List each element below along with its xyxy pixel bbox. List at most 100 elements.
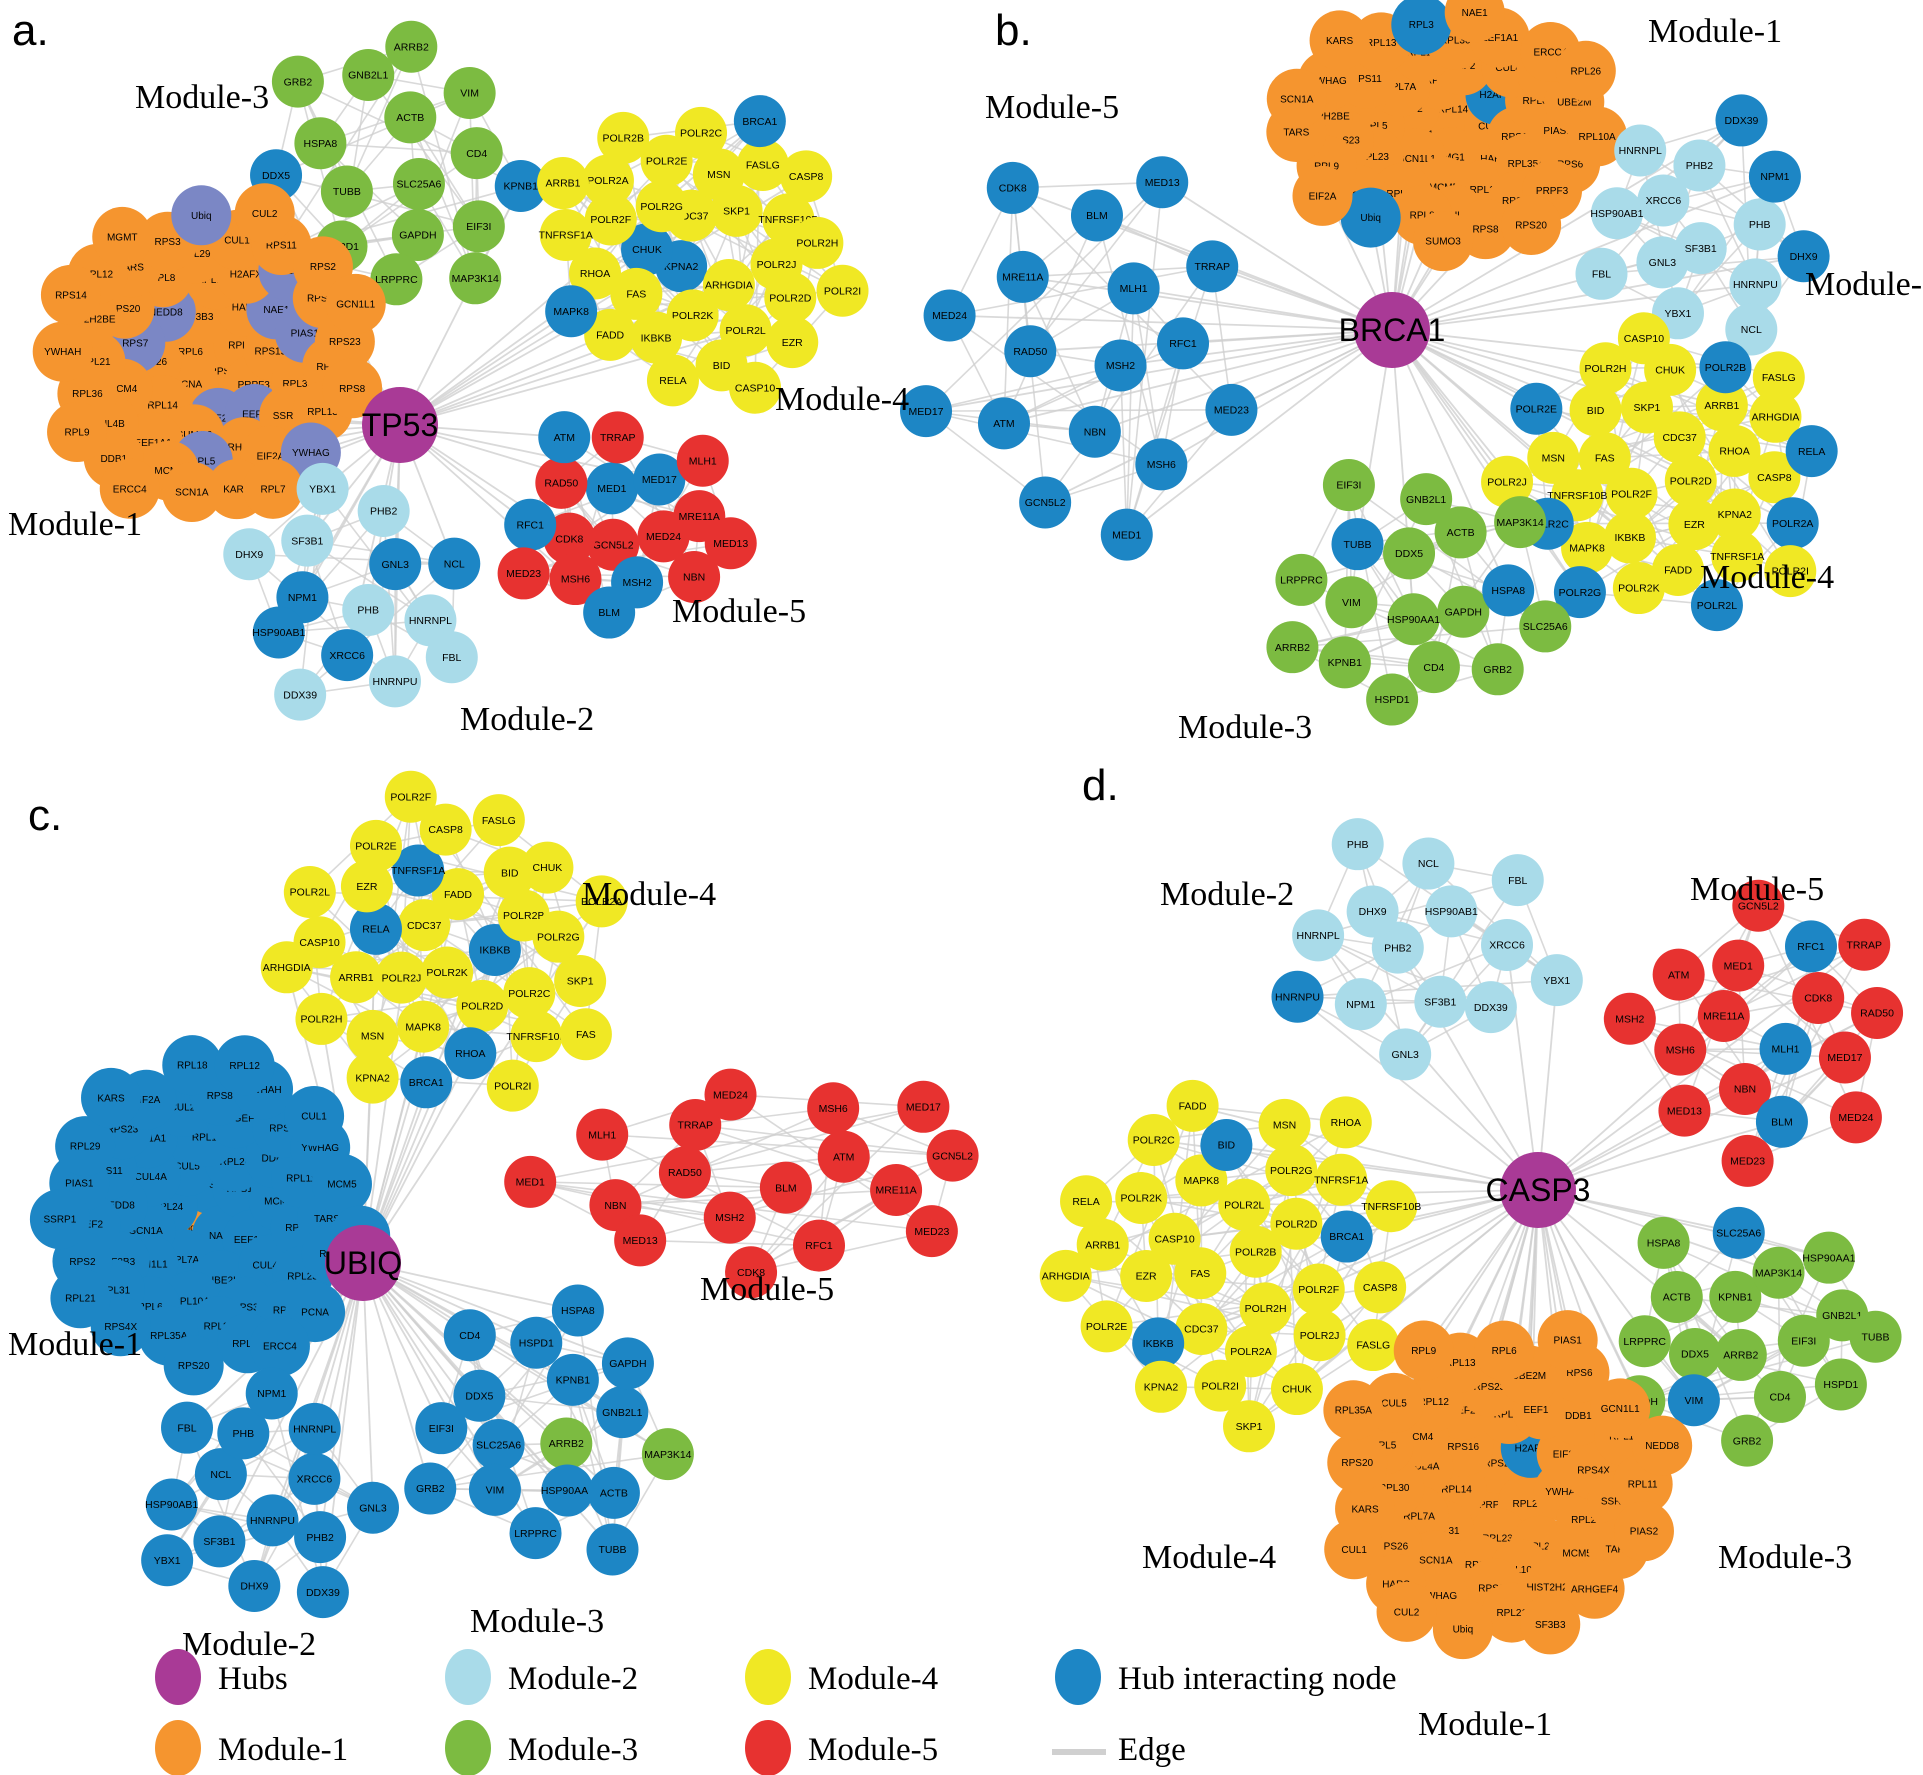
node-arrb1[interactable]: ARRB1 bbox=[1695, 379, 1748, 432]
node-grb2[interactable]: GRB2 bbox=[404, 1462, 457, 1515]
node-msh6[interactable]: MSH6 bbox=[1654, 1023, 1707, 1076]
node-msn[interactable]: MSN bbox=[346, 1009, 399, 1062]
node-msh2[interactable]: MSH2 bbox=[1094, 339, 1147, 392]
node-gcn5l2[interactable]: GCN5L2 bbox=[926, 1129, 979, 1182]
node-polr2g[interactable]: POLR2G bbox=[532, 910, 585, 963]
node-blm[interactable]: BLM bbox=[759, 1161, 812, 1214]
node-gnl3[interactable]: GNL3 bbox=[346, 1481, 399, 1534]
node-phb[interactable]: PHB bbox=[1331, 818, 1384, 871]
node-polr2b[interactable]: POLR2B bbox=[1699, 341, 1752, 394]
node-arrb2[interactable]: ARRB2 bbox=[1266, 621, 1319, 674]
node-rfc1[interactable]: RFC1 bbox=[793, 1219, 846, 1272]
node-polr2h[interactable]: POLR2H bbox=[791, 216, 844, 269]
node-rhoa[interactable]: RHOA bbox=[1319, 1096, 1372, 1149]
node-rpl12[interactable]: RPL12 bbox=[214, 1035, 275, 1096]
node-polr2c[interactable]: POLR2C bbox=[1127, 1113, 1180, 1166]
node-polr2b[interactable]: POLR2B bbox=[1229, 1225, 1282, 1278]
node-polr2l[interactable]: POLR2L bbox=[283, 866, 336, 919]
node-ikbkb[interactable]: IKBKB bbox=[468, 923, 521, 976]
node-hsp90ab1[interactable]: HSP90AB1 bbox=[252, 606, 305, 659]
node-ncl[interactable]: NCL bbox=[428, 537, 481, 590]
node-hnrnpl[interactable]: HNRNPL bbox=[1292, 909, 1345, 962]
node-sf3b1[interactable]: SF3B1 bbox=[193, 1515, 246, 1568]
node-rad50[interactable]: RAD50 bbox=[658, 1146, 711, 1199]
node-rps8[interactable]: RPS8 bbox=[322, 358, 383, 419]
node-scn1a[interactable]: SCN1A bbox=[1266, 68, 1327, 129]
node-npm1[interactable]: NPM1 bbox=[1334, 978, 1387, 1031]
node-grb2[interactable]: GRB2 bbox=[1471, 643, 1524, 696]
node-pias1[interactable]: PIAS1 bbox=[1537, 1310, 1598, 1371]
hub-tp53[interactable]: TP53 bbox=[362, 387, 438, 463]
node-chuk[interactable]: CHUK bbox=[521, 841, 574, 894]
node-ezr[interactable]: EZR bbox=[340, 860, 393, 913]
node-slc25a6[interactable]: SLC25A6 bbox=[1519, 600, 1572, 653]
node-hsp90ab1[interactable]: HSP90AB1 bbox=[145, 1478, 198, 1531]
node-atm[interactable]: ATM bbox=[1652, 948, 1705, 1001]
node-hnrnpu[interactable]: HNRNPU bbox=[1271, 970, 1324, 1023]
node-polr2a[interactable]: POLR2A bbox=[575, 875, 628, 928]
node-ddx5[interactable]: DDX5 bbox=[1383, 527, 1436, 580]
node-mlh1[interactable]: MLH1 bbox=[1107, 262, 1160, 315]
node-fbl[interactable]: FBL bbox=[425, 631, 478, 684]
node-rpl9[interactable]: RPL9 bbox=[47, 402, 108, 463]
node-tubb[interactable]: TUBB bbox=[586, 1523, 639, 1576]
node-polr2i[interactable]: POLR2I bbox=[486, 1059, 539, 1112]
node-actb[interactable]: ACTB bbox=[384, 91, 437, 144]
node-mapk8[interactable]: MAPK8 bbox=[397, 1000, 450, 1053]
node-ncl[interactable]: NCL bbox=[1725, 303, 1778, 356]
node-hnrnpu[interactable]: HNRNPU bbox=[246, 1494, 299, 1547]
node-rfc1[interactable]: RFC1 bbox=[1785, 920, 1838, 973]
node-arhgdia[interactable]: ARHGDIA bbox=[1749, 390, 1802, 443]
node-cdk8[interactable]: CDK8 bbox=[543, 512, 596, 565]
node-sumo3[interactable]: SUMO3 bbox=[1413, 211, 1474, 272]
node-trrap[interactable]: TRRAP bbox=[669, 1099, 722, 1151]
node-kpnb1[interactable]: KPNB1 bbox=[1709, 1270, 1762, 1323]
node-med1[interactable]: MED1 bbox=[504, 1155, 557, 1208]
node-polr2i[interactable]: POLR2I bbox=[1194, 1359, 1247, 1412]
node-polr2i[interactable]: POLR2I bbox=[816, 264, 869, 317]
node-med1[interactable]: MED1 bbox=[1100, 508, 1153, 561]
node-map3k14[interactable]: MAP3K14 bbox=[1752, 1246, 1805, 1299]
node-eif3i[interactable]: EIF3I bbox=[1322, 459, 1375, 512]
node-xrcc6[interactable]: XRCC6 bbox=[321, 629, 374, 682]
node-ddx39[interactable]: DDX39 bbox=[274, 668, 327, 721]
node-phb[interactable]: PHB bbox=[217, 1407, 270, 1460]
node-polr2f[interactable]: POLR2F bbox=[1605, 467, 1658, 520]
node-mlh1[interactable]: MLH1 bbox=[1759, 1022, 1812, 1075]
node-polr2c[interactable]: POLR2C bbox=[503, 967, 556, 1020]
node-fas[interactable]: FAS bbox=[559, 1008, 612, 1061]
node-fadd[interactable]: FADD bbox=[432, 868, 485, 921]
node-polr2k[interactable]: POLR2K bbox=[1612, 562, 1665, 615]
node-map3k14[interactable]: MAP3K14 bbox=[641, 1428, 694, 1481]
node-hsp90aa1[interactable]: HSP90AA1 bbox=[1802, 1231, 1856, 1284]
node-rela[interactable]: RELA bbox=[1785, 425, 1838, 478]
node-gcn1l1[interactable]: GCN1L1 bbox=[1590, 1378, 1651, 1439]
node-polr2e[interactable]: POLR2E bbox=[1080, 1300, 1133, 1353]
node-rps20[interactable]: RPS20 bbox=[163, 1335, 224, 1396]
node-grb2[interactable]: GRB2 bbox=[1721, 1414, 1774, 1467]
node-rpl6[interactable]: RPL6 bbox=[1474, 1320, 1535, 1381]
node-arrb2[interactable]: ARRB2 bbox=[540, 1417, 593, 1470]
node-med23[interactable]: MED23 bbox=[1205, 383, 1258, 436]
node-bid[interactable]: BID bbox=[1569, 384, 1622, 437]
node-slc25a6[interactable]: SLC25A6 bbox=[472, 1419, 525, 1472]
node-ddx39[interactable]: DDX39 bbox=[1464, 981, 1517, 1034]
node-phb2[interactable]: PHB2 bbox=[1371, 921, 1424, 974]
node-med17[interactable]: MED17 bbox=[1818, 1031, 1871, 1084]
node-hspd1[interactable]: HSPD1 bbox=[510, 1316, 563, 1369]
node-med13[interactable]: MED13 bbox=[614, 1214, 667, 1267]
node-xrcc6[interactable]: XRCC6 bbox=[288, 1452, 341, 1505]
node-med24[interactable]: MED24 bbox=[1829, 1091, 1882, 1144]
node-gnb2l1[interactable]: GNB2L1 bbox=[596, 1386, 649, 1439]
node-hspa8[interactable]: HSPA8 bbox=[1637, 1216, 1690, 1269]
node-rps14[interactable]: RPS14 bbox=[40, 264, 101, 325]
node-xrcc6[interactable]: XRCC6 bbox=[1637, 174, 1690, 227]
node-polr2a[interactable]: POLR2A bbox=[1224, 1325, 1277, 1378]
node-polr2d[interactable]: POLR2D bbox=[1664, 454, 1717, 507]
node-pias2[interactable]: PIAS2 bbox=[1613, 1501, 1674, 1562]
node-fbl[interactable]: FBL bbox=[1575, 247, 1628, 300]
node-gnl3[interactable]: GNL3 bbox=[1636, 236, 1689, 289]
node-dhx9[interactable]: DHX9 bbox=[223, 528, 276, 581]
node-gcn5l2[interactable]: GCN5L2 bbox=[1732, 879, 1785, 932]
node-msh2[interactable]: MSH2 bbox=[703, 1191, 756, 1244]
